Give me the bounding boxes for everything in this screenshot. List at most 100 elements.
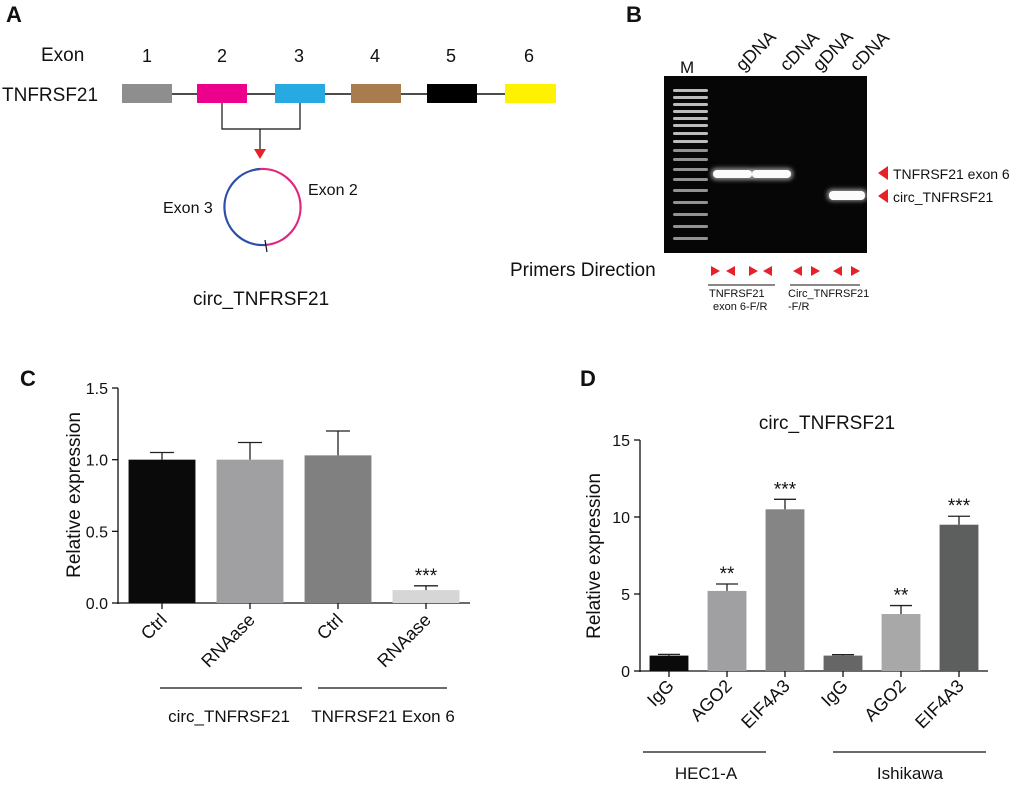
ladder-band <box>673 132 708 135</box>
chart-c-y-tick-label: 0.0 <box>86 596 108 613</box>
chart-d-significance: ** <box>894 586 909 607</box>
ladder-band <box>673 96 708 99</box>
ladder-band <box>673 149 708 152</box>
primer-arrow-forward <box>851 266 860 276</box>
panel-label-d: D <box>580 366 596 391</box>
panel-a: Exon TNFRSF21 1 2 3 4 5 6 Exon 3 Exon 2 … <box>2 45 556 310</box>
chart-d-bar <box>707 590 747 671</box>
chart-d-bar <box>765 509 805 671</box>
exon-box-1 <box>122 84 172 103</box>
band-pointer-upper <box>878 166 888 180</box>
exon-box-4 <box>351 84 401 103</box>
chart-c-significance: *** <box>415 566 438 587</box>
primers-direction-title: Primers Direction <box>510 260 656 281</box>
exon-number-4: 4 <box>370 46 380 66</box>
lane-label-1: gDNA <box>732 27 780 75</box>
chart-d-y-tick-label: 5 <box>621 587 630 604</box>
band-cdna-exon6 <box>752 170 791 178</box>
lane-label-4: cDNA <box>846 27 893 74</box>
chart-d-y-tick-label: 0 <box>621 664 630 681</box>
chart-d-significance: *** <box>774 479 797 500</box>
dna-ladder <box>673 89 708 240</box>
exon-number-5: 5 <box>446 46 456 66</box>
primer-group2-line1: Circ_TNFRSF21 <box>788 288 869 300</box>
chart-d-x-tick-label: AGO2 <box>686 676 736 726</box>
chart-d-bar <box>939 524 979 671</box>
ladder-band <box>673 110 708 113</box>
exon-number-3: 3 <box>294 46 304 66</box>
ladder-band <box>673 213 708 216</box>
chart-d-bar <box>823 655 863 671</box>
chart-c-bar <box>392 590 460 603</box>
chart-d-title: circ_TNFRSF21 <box>759 413 895 434</box>
chart-c-y-tick-label: 0.5 <box>86 524 108 541</box>
circle-label-exon3: Exon 3 <box>163 200 213 217</box>
primer-group1-line1: TNFRSF21 <box>709 288 765 300</box>
chart-c-bar <box>216 459 284 603</box>
chart-d: circ_TNFRSF21 Relative expression HEC1-A… <box>584 413 988 783</box>
chart-d-x-tick-label: AGO2 <box>860 676 910 726</box>
primer-arrow-forward <box>811 266 820 276</box>
band-cdna-circ <box>829 191 865 200</box>
exon-box-5 <box>427 84 477 103</box>
circ-name-label: circ_TNFRSF21 <box>193 289 329 310</box>
chart-c-ylabel: Relative expression <box>64 412 85 578</box>
circ-arc-exon3 <box>223 167 266 247</box>
primer-group2-line2: -F/R <box>788 301 809 313</box>
ladder-band <box>673 189 708 192</box>
primer-arrow-reverse <box>793 266 802 276</box>
chart-d-ylabel: Relative expression <box>584 473 605 639</box>
primer-arrow-forward <box>711 266 720 276</box>
chart-c-y-tick-label: 1.0 <box>86 453 108 470</box>
exon-box-3 <box>275 84 325 103</box>
circ-junction-mark <box>264 239 268 253</box>
chart-d-group-1: HEC1-A <box>675 764 738 783</box>
chart-d-x-tick-label: IgG <box>817 676 852 711</box>
chart-d-bar <box>649 655 689 671</box>
ladder-band <box>673 237 708 240</box>
chart-d-x-tick-label: EIF4A3 <box>911 676 968 733</box>
exon-box-6 <box>505 84 556 103</box>
ladder-band <box>673 158 708 161</box>
primer-arrows <box>711 266 860 276</box>
ladder-band <box>673 178 708 181</box>
splice-arrow-head <box>254 149 266 159</box>
chart-c-group-2: TNFRSF21 Exon 6 <box>311 707 455 726</box>
exon-number-1: 1 <box>142 46 152 66</box>
exon-header: Exon <box>41 45 84 66</box>
chart-c-bar <box>128 459 196 603</box>
ladder-band <box>673 225 708 228</box>
gene-label: TNFRSF21 <box>2 85 98 106</box>
chart-c-x-tick-label: Ctrl <box>313 610 347 644</box>
exon-number-2: 2 <box>217 46 227 66</box>
ladder-band <box>673 124 708 127</box>
ladder-band <box>673 89 708 92</box>
primer-group1-line2: exon 6-F/R <box>713 301 767 313</box>
chart-d-significance: ** <box>720 564 735 585</box>
chart-d-y-tick-label: 10 <box>612 510 630 527</box>
panel-label-b: B <box>626 2 642 27</box>
chart-d-x-tick-label: EIF4A3 <box>737 676 794 733</box>
chart-c-y-tick-label: 1.5 <box>86 381 108 398</box>
panel-label-a: A <box>6 2 22 27</box>
band-gdna-exon6 <box>713 170 752 178</box>
chart-c-x-tick-label: Ctrl <box>137 610 171 644</box>
chart-c-bar <box>304 455 372 603</box>
ladder-band <box>673 103 708 106</box>
primer-arrow-reverse <box>763 266 772 276</box>
gel-bands <box>711 168 867 201</box>
chart-d-group-2: Ishikawa <box>877 764 944 783</box>
exon-box-2 <box>197 84 247 103</box>
ladder-band <box>673 201 708 204</box>
chart-c-x-tick-label: RNAase <box>197 610 259 672</box>
circ-arc-exon2 <box>259 167 302 247</box>
chart-c-x-tick-label: RNAase <box>373 610 435 672</box>
band-pointer-lower <box>878 189 888 203</box>
panel-b: M gDNA cDNA gDNA cDNA TNFRSF21 exon 6 ci… <box>510 27 1010 313</box>
splice-bracket <box>221 103 301 130</box>
panel-label-c: C <box>20 366 36 391</box>
primer-arrow-reverse <box>726 266 735 276</box>
chart-d-y-tick-label: 15 <box>612 433 630 450</box>
chart-c: Relative expression circ_TNFRSF21 TNFRSF… <box>64 381 470 726</box>
